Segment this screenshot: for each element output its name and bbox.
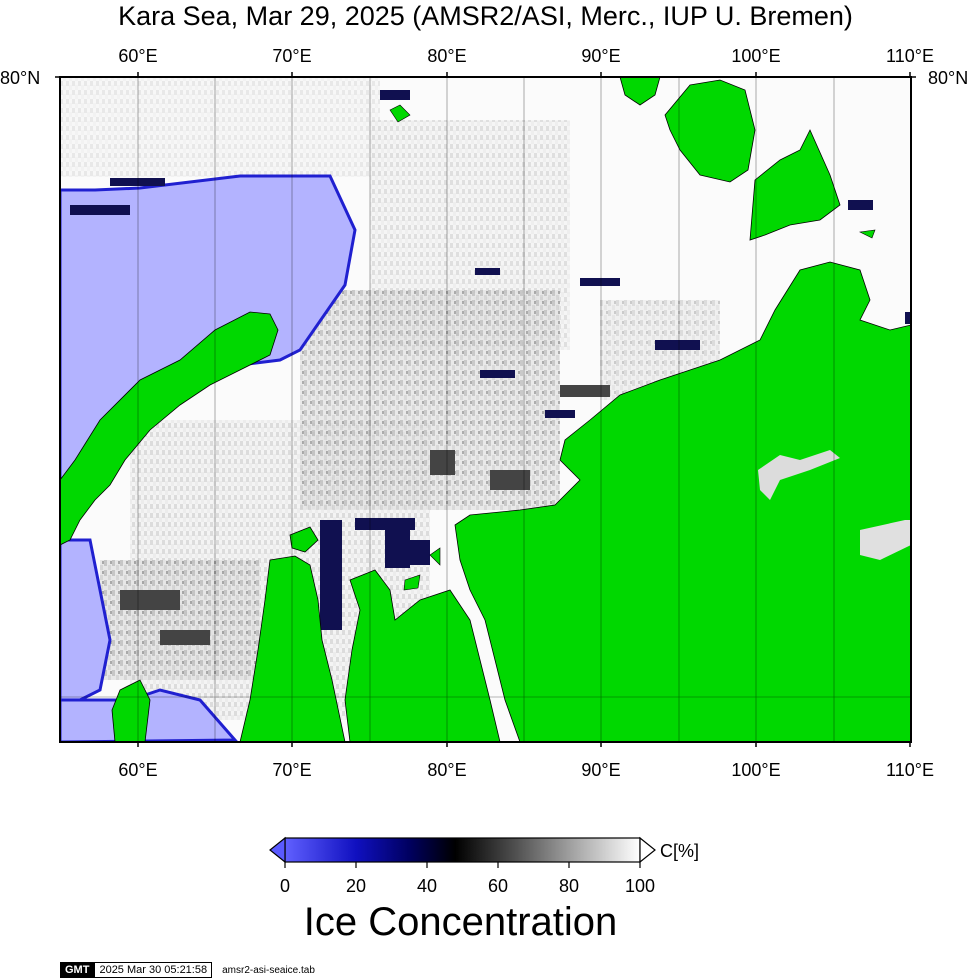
map-frame — [59, 76, 912, 743]
colorbar-tick-label: 40 — [416, 876, 438, 896]
lat-label-left: 80°N — [0, 68, 41, 88]
land-taymyr — [454, 261, 911, 742]
lon-label-bottom: 90°E — [581, 760, 621, 780]
map-title: Kara Sea, Mar 29, 2025 (AMSR2/ASI, Merc.… — [118, 1, 853, 31]
lon-label-bottom: 100°E — [731, 760, 781, 780]
colorbar-tick-label: 0 — [279, 876, 291, 896]
data-filename: amsr2-asi-seaice.tab — [222, 964, 315, 976]
colorbar-low-arrow — [269, 836, 286, 864]
colorbar-tick-label: 20 — [345, 876, 367, 896]
land-severnaya-zemlya — [664, 79, 756, 183]
lon-label-top: 100°E — [731, 46, 781, 66]
gmt-timestamp-footer: GMT 2025 Mar 30 05:21:58 amsr2-asi-seaic… — [60, 962, 315, 978]
colorbar-high-arrow — [639, 836, 656, 864]
colorbar-unit: C[%] — [660, 841, 700, 861]
colorbar — [269, 836, 656, 868]
land-gydan — [344, 569, 501, 742]
lon-label-bottom: 80°E — [427, 760, 467, 780]
colorbar-tick-label: 60 — [487, 876, 509, 896]
lon-label-top: 90°E — [581, 46, 621, 66]
lat-label-right: 80°N — [928, 68, 969, 88]
gmt-logo: GMT — [60, 962, 95, 978]
lon-label-top: 110°E — [886, 46, 934, 66]
lon-label-top: 60°E — [118, 46, 158, 66]
lon-label-top: 70°E — [272, 46, 312, 66]
land-novaya-zemlya — [60, 311, 279, 546]
colorbar-title: Ice Concentration — [303, 900, 618, 944]
colorbar-ramp — [284, 837, 641, 863]
lon-label-bottom: 70°E — [272, 760, 312, 780]
colorbar-tick-label: 80 — [558, 876, 580, 896]
lon-label-top: 80°E — [427, 46, 467, 66]
timestamp: 2025 Mar 30 05:21:58 — [94, 962, 213, 978]
lon-label-bottom: 60°E — [118, 760, 158, 780]
land-yamal — [239, 555, 346, 742]
colorbar-tick-label: 100 — [624, 876, 656, 896]
lon-label-bottom: 110°E — [886, 760, 934, 780]
